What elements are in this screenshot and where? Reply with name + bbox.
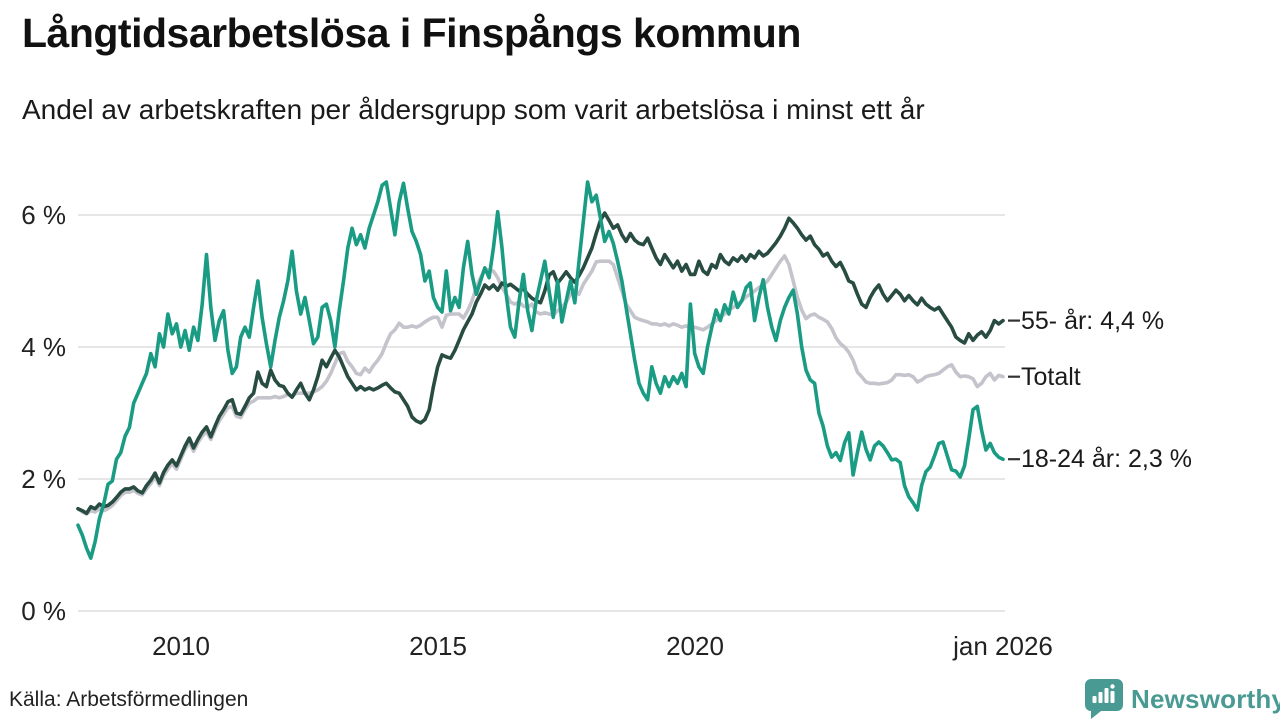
end-label-55-ar: 55- år: 4,4 % [1021, 307, 1165, 335]
x-tick-label: 2015 [409, 631, 467, 661]
end-label-18-24-ar: 18-24 år: 2,3 % [1021, 445, 1192, 473]
series-line-18-24-ar [76, 180, 1005, 561]
x-tick-label: 2020 [666, 631, 724, 661]
y-tick-label: 6 % [21, 200, 66, 230]
series-line-55-ar [76, 211, 1005, 516]
newsworthy-logo-icon [1085, 679, 1123, 719]
end-label-totalt: Totalt [1021, 363, 1081, 391]
source-note: Källa: Arbetsförmedlingen [9, 688, 249, 711]
x-tick-label: 2010 [152, 631, 210, 661]
bar-icon [1092, 696, 1097, 703]
chart-subtitle: Andel av arbetskraften per åldersgrupp s… [22, 94, 925, 125]
exclamation-dot-icon [1110, 684, 1115, 689]
y-tick-label: 4 % [21, 332, 66, 362]
x-tick-label: jan 2026 [953, 631, 1053, 661]
page-title: Långtidsarbetslösa i Finspångs kommun [22, 10, 801, 56]
y-tick-label: 0 % [21, 596, 66, 626]
y-tick-label: 2 % [21, 464, 66, 494]
newsworthy-logo: Newsworthy [1084, 678, 1280, 720]
bar-icon [1104, 688, 1109, 703]
series-line-totalt [76, 254, 1005, 516]
exclamation-icon [1110, 691, 1115, 703]
bar-icon [1098, 692, 1103, 703]
brand-name: Newsworthy [1131, 683, 1280, 714]
